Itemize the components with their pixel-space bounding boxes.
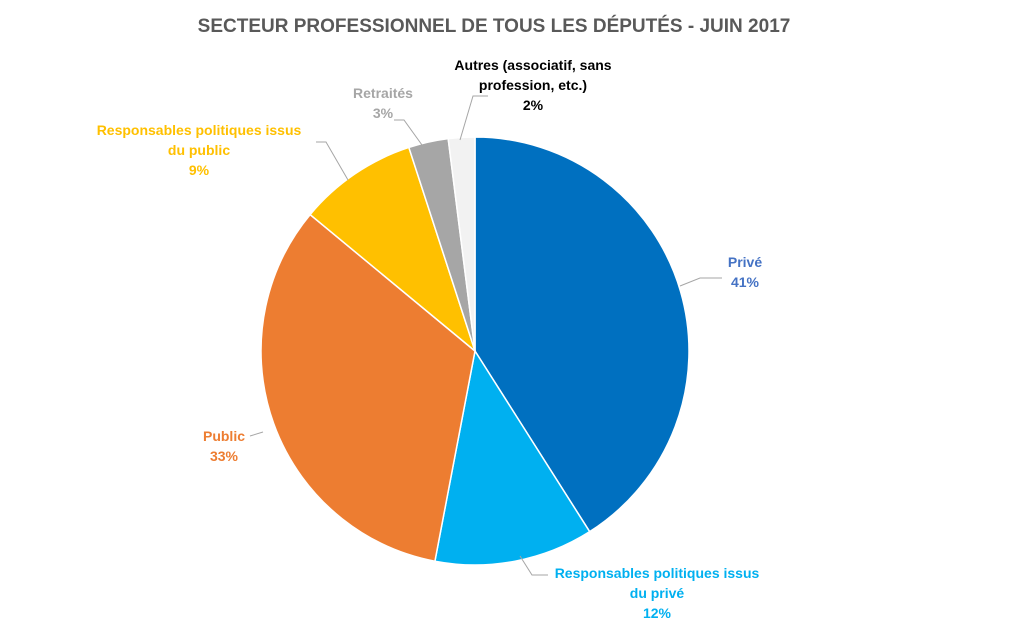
slice-value-label-prive: 41% — [731, 274, 760, 290]
pie-slice-resp-public — [309, 146, 477, 354]
slice-category-label-resp-prive: Responsables politiques issus — [555, 565, 760, 581]
leader-line-prive — [679, 277, 722, 287]
leader-line-public — [249, 431, 264, 437]
slice-category-label-resp-prive: du privé — [630, 585, 685, 601]
leader-lines — [249, 95, 722, 576]
leader-line-resp-public — [316, 141, 349, 181]
slice-value-label-retraites: 3% — [373, 105, 394, 121]
slice-value-label-autres: 2% — [523, 97, 544, 113]
pie-slice-resp-prive — [434, 348, 591, 566]
pie-slice-public — [260, 213, 476, 563]
slice-category-label-autres: Autres (associatif, sans — [454, 57, 611, 73]
slice-labels: Privé 41% Responsables politiques issus du … — [97, 57, 763, 621]
slice-category-label-public: Public — [203, 428, 245, 444]
leader-line-retraites — [394, 119, 423, 146]
slice-category-label-resp-public: Responsables politiques issus — [97, 122, 302, 138]
pie-slices — [260, 136, 690, 566]
leader-line-autres — [459, 95, 488, 141]
slice-category-label-autres: profession, etc.) — [479, 77, 587, 93]
slice-category-label-retraites: Retraités — [353, 85, 413, 101]
slice-value-label-resp-prive: 12% — [643, 605, 672, 621]
slice-value-label-public: 33% — [210, 448, 239, 464]
leader-line-resp-prive — [519, 555, 548, 576]
chart-title: SECTEUR PROFESSIONNEL DE TOUS LES DÉPUTÉ… — [198, 15, 791, 37]
pie-slice-autres — [447, 136, 476, 352]
slice-category-label-prive: Privé — [728, 254, 762, 270]
slice-value-label-resp-public: 9% — [189, 162, 210, 178]
slice-category-label-resp-public: du public — [168, 142, 230, 158]
pie-slice-prive — [474, 136, 690, 533]
